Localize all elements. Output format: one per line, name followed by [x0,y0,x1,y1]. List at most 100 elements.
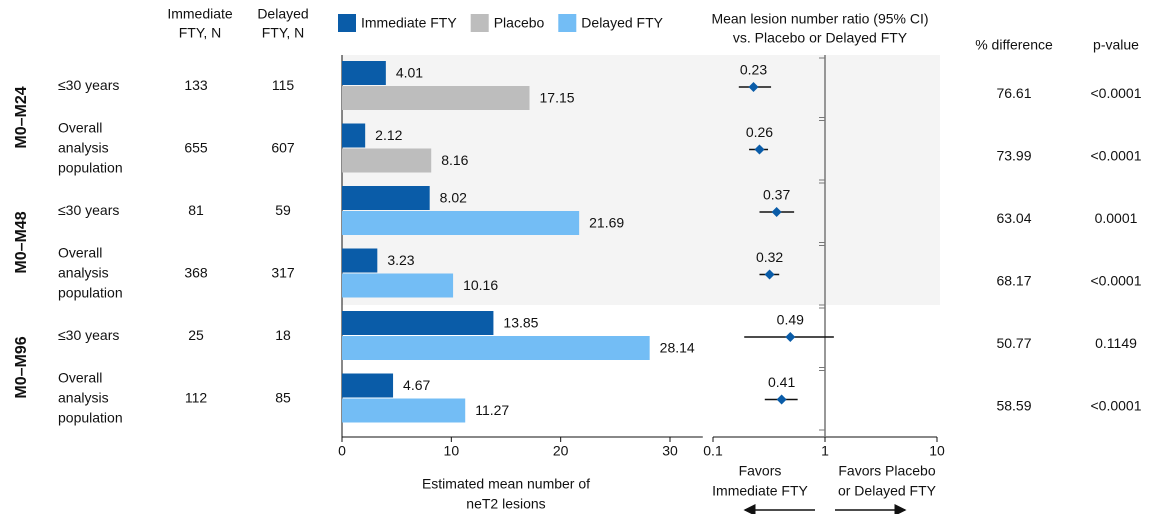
legend-swatch [470,14,489,32]
point [748,82,759,92]
row-label: analysis [58,389,109,405]
period-label: M0–M96 [13,336,30,398]
cell: 81 [188,202,204,218]
bar [342,373,394,398]
data-label: 0.32 [756,249,783,265]
column-header: Delayed [257,6,308,22]
data-label: 0.23 [740,62,767,78]
cell: 368 [184,264,208,280]
chart-title: vs. Placebo or Delayed FTY [733,30,908,46]
data-label: 13.85 [503,315,538,331]
data-label: 4.01 [396,65,423,81]
cell: <0.0001 [1091,147,1142,163]
x-tick-label: 20 [553,443,569,459]
data-label: 11.27 [475,402,509,418]
data-label: 21.69 [589,215,624,231]
point [754,144,765,155]
x-tick-label: 10 [929,443,945,459]
column-header: p-value [1093,37,1139,53]
cell: <0.0001 [1091,397,1142,413]
cell: 0.0001 [1095,210,1138,226]
cell: 0.1149 [1095,335,1137,351]
row-label: analysis [58,139,109,155]
data-label: 8.16 [441,152,468,168]
cell: 25 [188,327,204,343]
x-tick-label: 1 [821,443,829,459]
data-label: 0.26 [746,124,773,140]
data-label: 0.37 [763,187,790,203]
point [764,269,775,280]
row-label: analysis [58,264,109,280]
cell: <0.0001 [1091,85,1142,101]
bar [342,398,466,423]
x-tick-label: 0 [338,443,346,459]
cell: 50.77 [996,335,1031,351]
cell: 607 [271,139,295,155]
cell: 73.99 [996,147,1031,163]
row-label: population [58,284,123,300]
x-tick-label: 30 [662,443,678,459]
bar [342,86,530,110]
annotation: Favors [739,463,782,479]
cell: 85 [275,389,291,405]
column-header: FTY, N [179,25,222,41]
data-label: 10.16 [463,277,498,293]
cell: 133 [184,77,208,93]
chart-title: Mean lesion number ratio (95% CI) [711,11,928,27]
legend-swatch [558,14,577,32]
row-label: ≤30 years [58,327,119,343]
cell: 18 [275,327,291,343]
row-label: population [58,409,123,425]
data-label: 0.49 [777,312,804,328]
cell: 655 [184,139,208,155]
data-label: 17.15 [540,90,575,106]
legend-label: Placebo [494,15,545,31]
annotation: Immediate FTY [712,483,808,499]
bar [342,311,494,335]
column-header: % difference [975,37,1053,53]
cell: 112 [185,389,208,405]
period-label: M0–M48 [13,211,30,273]
row-band [342,55,940,180]
period-label: M0–M24 [13,86,30,148]
x-tick-label: 0.1 [703,443,723,459]
row-label: population [58,159,123,175]
bar [342,123,366,148]
row-label: Overall [58,369,102,385]
column-header: FTY, N [262,25,305,41]
legend-label: Immediate FTY [361,15,457,31]
x-tick-label: 10 [444,443,460,459]
legend-label: Delayed FTY [581,15,663,31]
row-label: Overall [58,119,102,135]
annotation: or Delayed FTY [838,483,937,499]
row-label: ≤30 years [58,77,119,93]
cell: 68.17 [996,272,1031,288]
data-label: 4.67 [403,377,430,393]
data-label: 8.02 [440,190,467,206]
x-axis-label: neT2 lesions [466,496,545,512]
cell: 115 [272,77,295,93]
bar [342,248,378,273]
legend-swatch [338,14,356,32]
point [771,207,782,217]
bar [342,61,386,85]
data-label: 28.14 [660,340,695,356]
data-label: 3.23 [387,252,414,268]
x-axis-label: Estimated mean number of [422,476,590,492]
point [785,332,796,342]
bar [342,148,432,173]
row-label: Overall [58,244,102,260]
column-header: Immediate [167,6,233,22]
data-label: 0.41 [768,374,795,390]
point [776,394,787,405]
cell: 76.61 [996,85,1031,101]
cell: 317 [271,264,295,280]
cell: 59 [275,202,291,218]
cell: 63.04 [996,210,1031,226]
data-label: 2.12 [375,127,402,143]
bar [342,336,650,360]
row-label: ≤30 years [58,202,119,218]
annotation: Favors Placebo [838,463,935,479]
bar [342,211,580,235]
